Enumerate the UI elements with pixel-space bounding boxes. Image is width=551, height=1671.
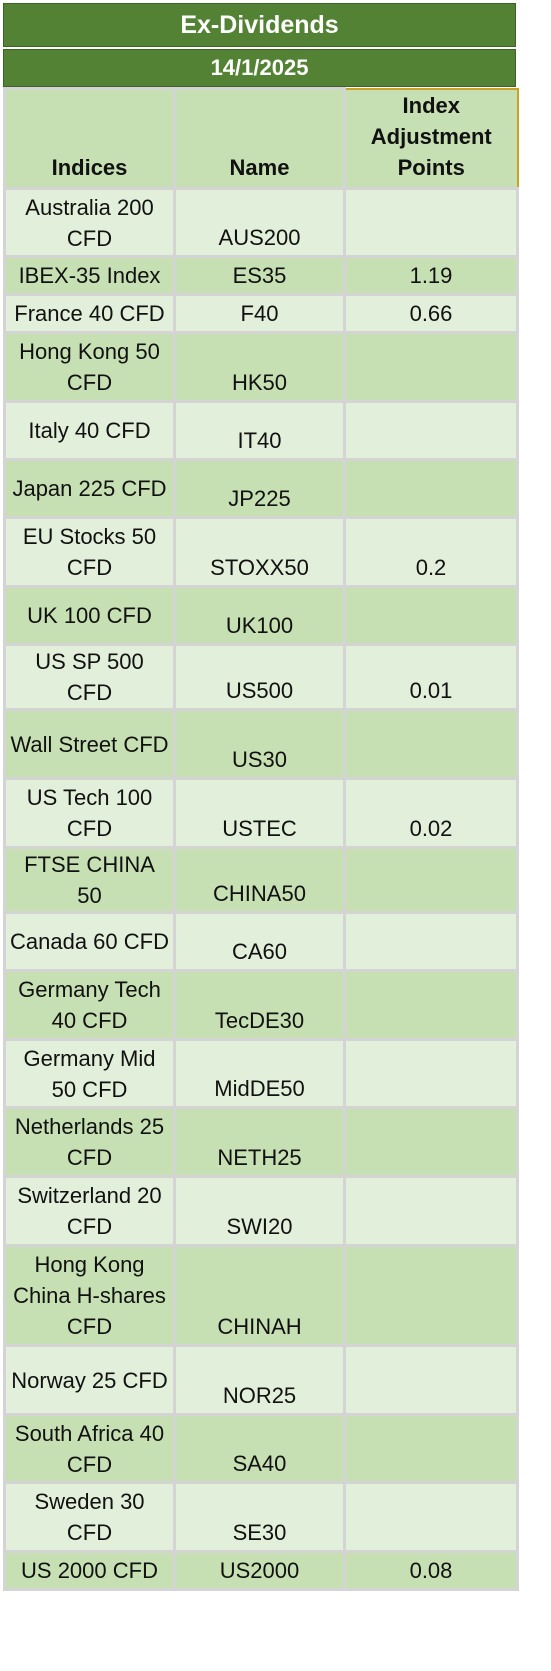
index-cell: IBEX-35 Index (3, 255, 176, 296)
table-row: Canada 60 CFD CA60 (3, 911, 519, 972)
name-cell: AUS200 (173, 187, 346, 258)
points-cell: 0.66 (343, 293, 519, 334)
name-cell: UK100 (173, 585, 346, 646)
points-cell (343, 969, 519, 1041)
points-cell (343, 458, 519, 519)
index-cell: US Tech 100 CFD (3, 777, 176, 849)
index-cell: South Africa 40 CFD (3, 1413, 176, 1484)
table-row: Netherlands 25 CFD NETH25 (3, 1106, 519, 1178)
index-cell: EU Stocks 50 CFD (3, 516, 176, 588)
header-adjustment-points: Index Adjustment Points (343, 87, 519, 190)
table-row: IBEX-35 Index ES35 1.19 (3, 255, 519, 296)
index-cell: US 2000 CFD (3, 1550, 176, 1591)
index-cell: FTSE CHINA 50 (3, 846, 176, 914)
points-cell (343, 585, 519, 646)
index-cell: Norway 25 CFD (3, 1344, 176, 1416)
index-cell: Japan 225 CFD (3, 458, 176, 519)
table-row: Norway 25 CFD NOR25 (3, 1344, 519, 1416)
name-cell: CA60 (173, 911, 346, 972)
table-row: Wall Street CFD US30 (3, 708, 519, 780)
table-row: Switzerland 20 CFD SWI20 (3, 1175, 519, 1247)
points-cell (343, 1344, 519, 1416)
points-cell: 0.01 (343, 643, 519, 711)
index-cell: Germany Mid 50 CFD (3, 1038, 176, 1109)
index-cell: Italy 40 CFD (3, 400, 176, 461)
table-row: US Tech 100 CFD USTEC 0.02 (3, 777, 519, 849)
index-cell: US SP 500 CFD (3, 643, 176, 711)
points-cell (343, 911, 519, 972)
name-cell: CHINAH (173, 1244, 346, 1347)
index-cell: Australia 200 CFD (3, 187, 176, 258)
name-cell: IT40 (173, 400, 346, 461)
ex-dividends-sheet: Ex-Dividends 14/1/2025 Indices Name Inde… (3, 3, 519, 1591)
name-cell: NOR25 (173, 1344, 346, 1416)
index-cell: France 40 CFD (3, 293, 176, 334)
table-row: South Africa 40 CFD SA40 (3, 1413, 519, 1484)
index-cell: Switzerland 20 CFD (3, 1175, 176, 1247)
index-cell: Netherlands 25 CFD (3, 1106, 176, 1178)
points-cell (343, 187, 519, 258)
name-cell: USTEC (173, 777, 346, 849)
points-cell: 1.19 (343, 255, 519, 296)
points-cell (343, 400, 519, 461)
name-cell: JP225 (173, 458, 346, 519)
name-cell: US30 (173, 708, 346, 780)
points-cell: 0.2 (343, 516, 519, 588)
points-cell (343, 708, 519, 780)
name-cell: TecDE30 (173, 969, 346, 1041)
index-cell: Hong Kong 50 CFD (3, 331, 176, 403)
table-row: FTSE CHINA 50 CHINA50 (3, 846, 519, 914)
name-cell: SA40 (173, 1413, 346, 1484)
header-name: Name (173, 87, 346, 190)
points-cell (343, 1106, 519, 1178)
name-cell: HK50 (173, 331, 346, 403)
table-row: UK 100 CFD UK100 (3, 585, 519, 646)
points-cell (343, 1038, 519, 1109)
name-cell: ES35 (173, 255, 346, 296)
index-cell: Wall Street CFD (3, 708, 176, 780)
index-cell: Hong Kong China H-shares CFD (3, 1244, 176, 1347)
name-cell: SWI20 (173, 1175, 346, 1247)
table-row: Germany Mid 50 CFD MidDE50 (3, 1038, 519, 1109)
index-cell: UK 100 CFD (3, 585, 176, 646)
index-cell: Sweden 30 CFD (3, 1481, 176, 1553)
name-cell: STOXX50 (173, 516, 346, 588)
header-row: Indices Name Index Adjustment Points (3, 87, 519, 190)
name-cell: CHINA50 (173, 846, 346, 914)
table-row: Sweden 30 CFD SE30 (3, 1481, 519, 1553)
sheet-date: 14/1/2025 (3, 49, 516, 87)
header-indices: Indices (3, 87, 176, 190)
name-cell: F40 (173, 293, 346, 334)
table-row: Italy 40 CFD IT40 (3, 400, 519, 461)
name-cell: MidDE50 (173, 1038, 346, 1109)
name-cell: US2000 (173, 1550, 346, 1591)
table-row: EU Stocks 50 CFD STOXX50 0.2 (3, 516, 519, 588)
table-row: Germany Tech 40 CFD TecDE30 (3, 969, 519, 1041)
points-cell (343, 1481, 519, 1553)
sheet-title: Ex-Dividends (3, 3, 516, 47)
table-row: US 2000 CFD US2000 0.08 (3, 1550, 519, 1591)
points-cell: 0.08 (343, 1550, 519, 1591)
points-cell: 0.02 (343, 777, 519, 849)
name-cell: NETH25 (173, 1106, 346, 1178)
points-cell (343, 331, 519, 403)
points-cell (343, 846, 519, 914)
table-row: US SP 500 CFD US500 0.01 (3, 643, 519, 711)
table-row: Australia 200 CFD AUS200 (3, 187, 519, 258)
table-row: France 40 CFD F40 0.66 (3, 293, 519, 334)
points-cell (343, 1413, 519, 1484)
table-row: Hong Kong China H-shares CFD CHINAH (3, 1244, 519, 1347)
ex-dividends-table: Indices Name Index Adjustment Points Aus… (3, 87, 519, 1591)
name-cell: US500 (173, 643, 346, 711)
index-cell: Canada 60 CFD (3, 911, 176, 972)
points-cell (343, 1244, 519, 1347)
table-row: Japan 225 CFD JP225 (3, 458, 519, 519)
index-cell: Germany Tech 40 CFD (3, 969, 176, 1041)
table-row: Hong Kong 50 CFD HK50 (3, 331, 519, 403)
points-cell (343, 1175, 519, 1247)
name-cell: SE30 (173, 1481, 346, 1553)
